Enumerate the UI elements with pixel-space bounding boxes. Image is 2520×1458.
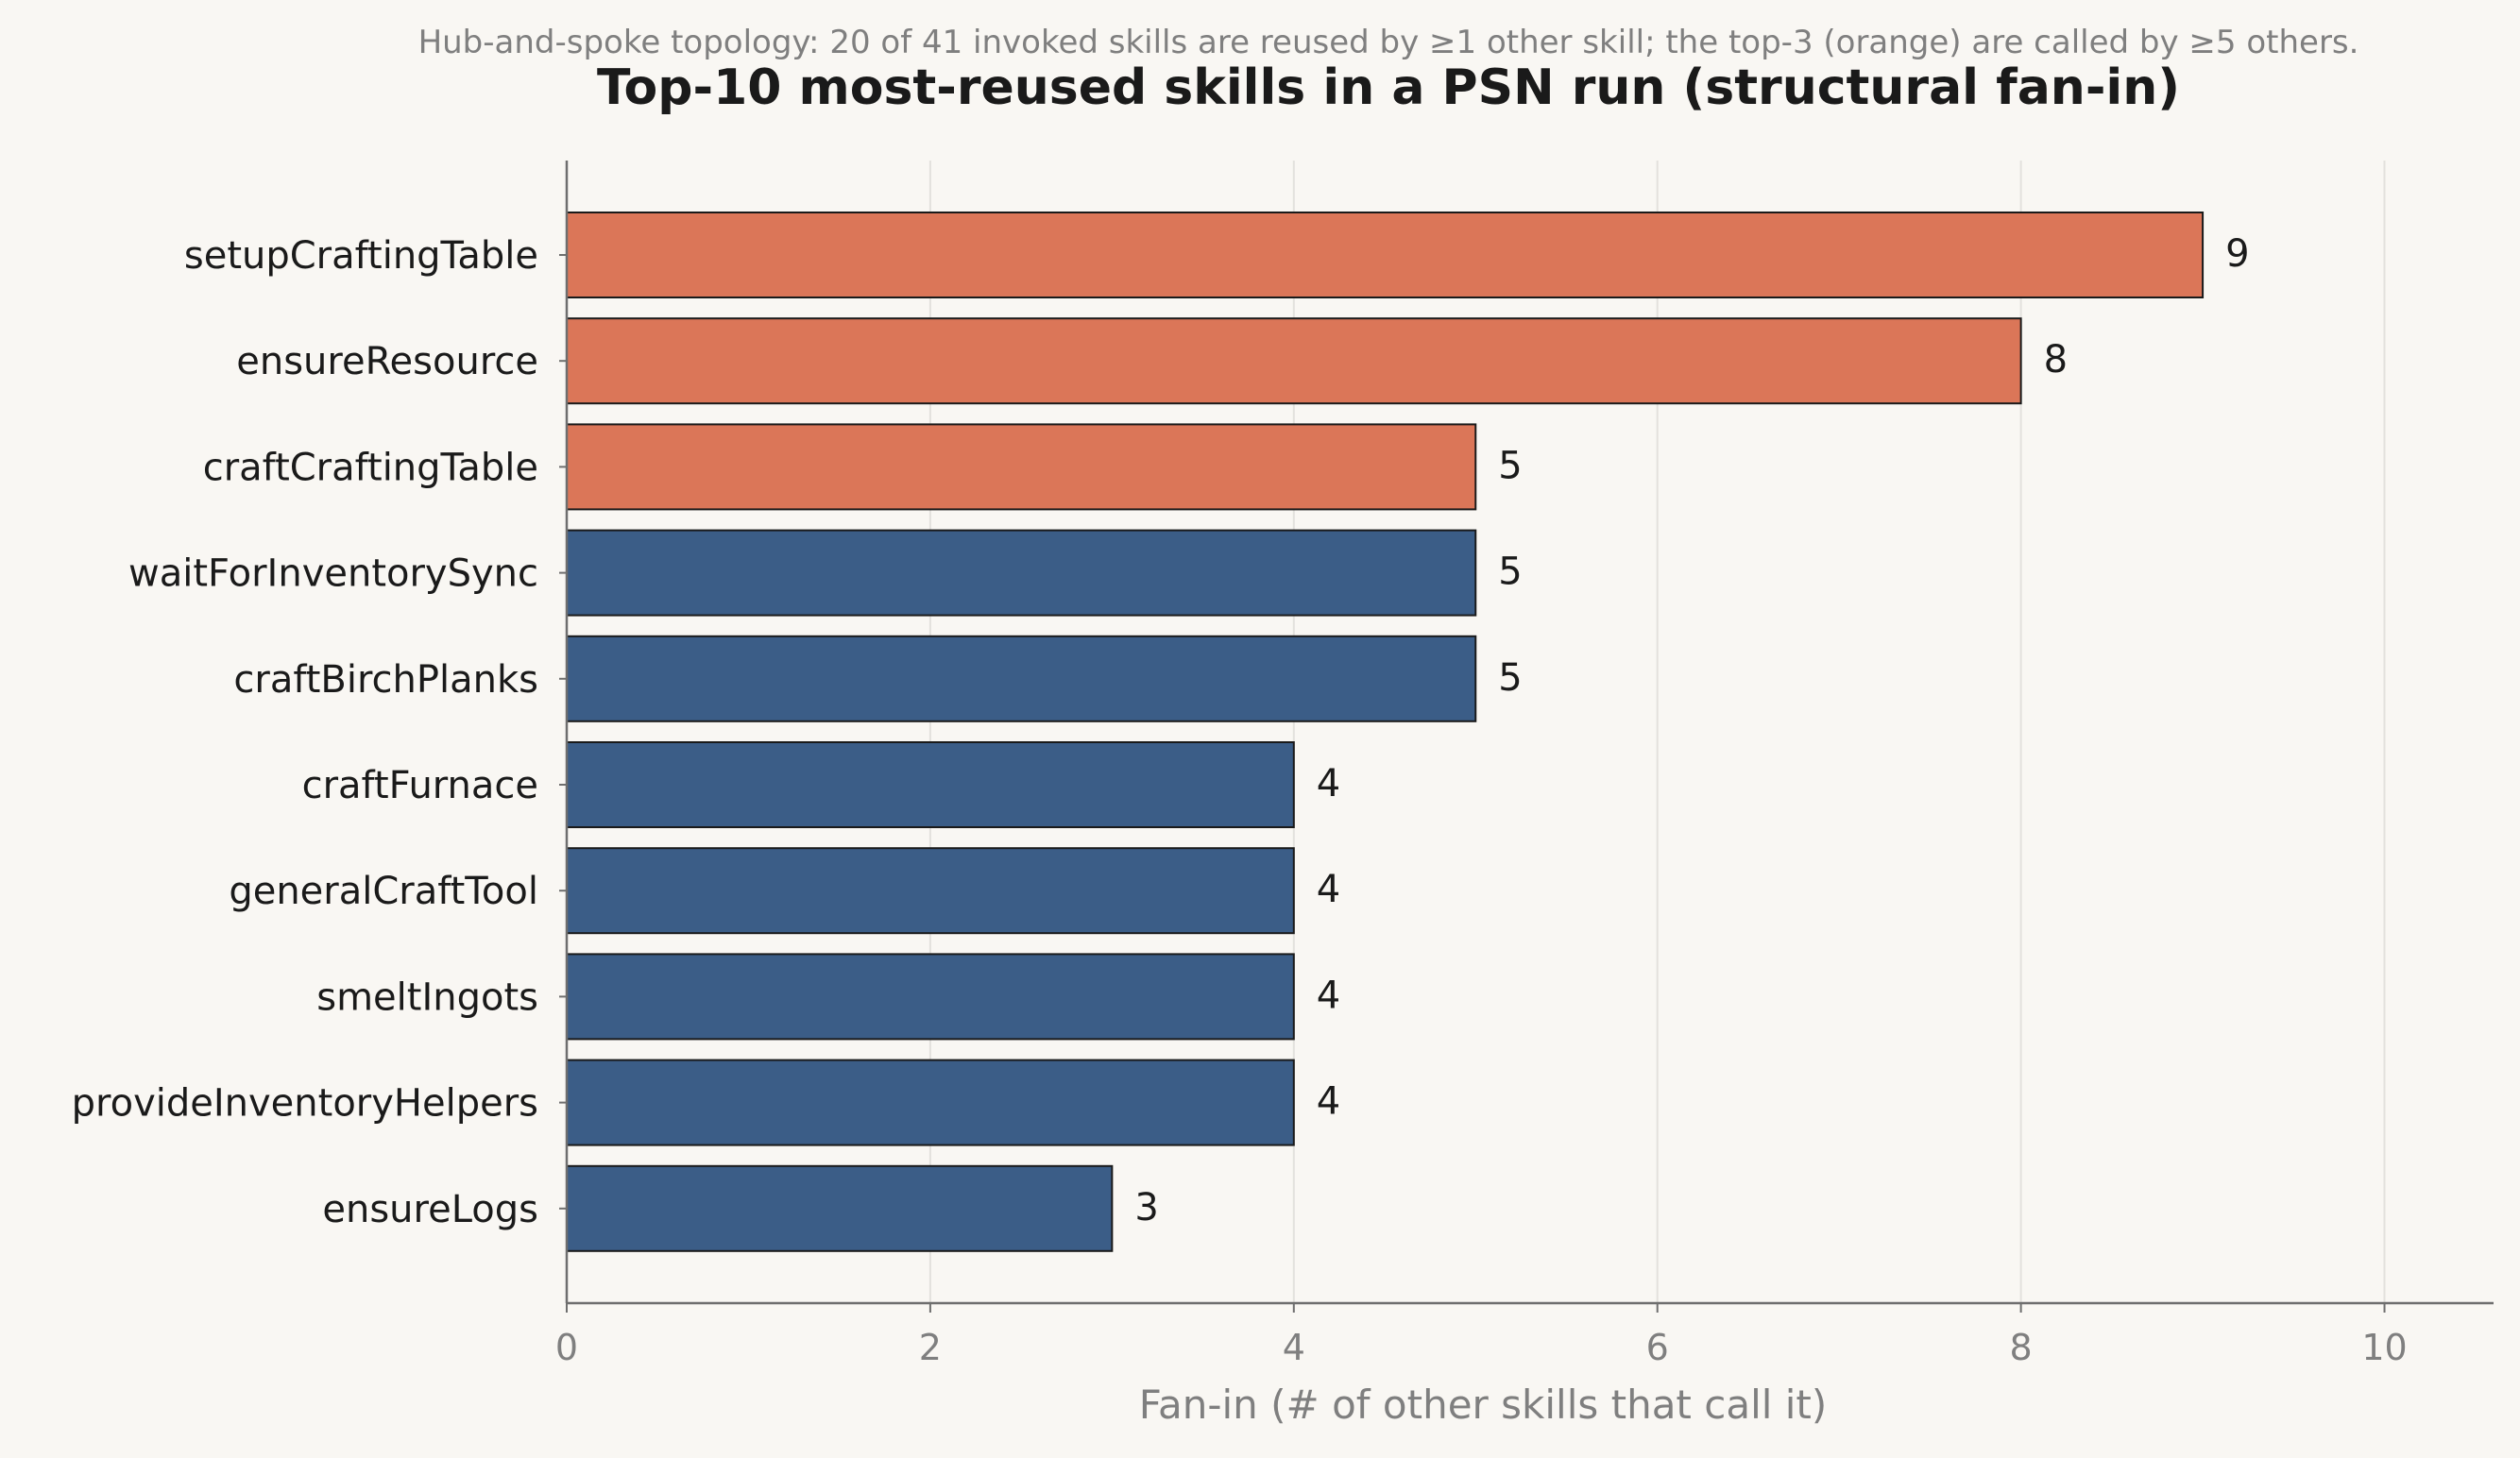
value-label: 4 <box>1317 974 1340 1017</box>
x-axis-title: Fan-in (# of other skills that call it) <box>1139 1382 1828 1428</box>
value-label: 5 <box>1498 551 1522 594</box>
x-tick-label: 10 <box>2361 1327 2407 1368</box>
x-tick-label: 8 <box>2010 1327 2033 1368</box>
bar <box>566 953 1295 1041</box>
value-label: 9 <box>2225 232 2249 276</box>
category-label: craftBirchPlanks <box>233 658 538 702</box>
value-label: 4 <box>1317 868 1340 911</box>
bar <box>566 212 2205 298</box>
category-label: provideInventoryHelpers <box>72 1082 538 1126</box>
bar <box>566 1164 1114 1252</box>
value-label: 8 <box>2044 338 2068 381</box>
value-label: 4 <box>1317 1080 1340 1124</box>
x-tick-label: 0 <box>555 1327 578 1368</box>
category-label: waitForInventorySync <box>128 552 538 596</box>
category-label: smeltIngots <box>316 975 538 1019</box>
chart-subtitle: Hub-and-spoke topology: 20 of 41 invoked… <box>418 24 2359 61</box>
value-label: 4 <box>1317 762 1340 805</box>
bar <box>566 423 1477 511</box>
category-label: ensureLogs <box>322 1188 538 1231</box>
value-label: 5 <box>1498 656 1522 700</box>
bars <box>566 212 2205 1252</box>
category-label: ensureResource <box>236 340 538 383</box>
category-label: generalCraftTool <box>229 870 538 913</box>
labels: setupCraftingTable 9 ensureResource 8 craftC… <box>72 232 2408 1368</box>
bar <box>566 635 1477 722</box>
bar <box>566 847 1295 935</box>
axes <box>559 161 2494 1313</box>
x-tick-label: 2 <box>919 1327 942 1368</box>
bar <box>566 741 1295 828</box>
bar <box>566 529 1477 617</box>
x-tick-label: 6 <box>1646 1327 1669 1368</box>
value-label: 3 <box>1134 1186 1158 1229</box>
chart-title: Top-10 most-reused skills in a PSN run (… <box>597 59 2180 116</box>
category-label: craftFurnace <box>302 764 538 807</box>
bar <box>566 1059 1295 1146</box>
bar <box>566 317 2022 405</box>
category-label: craftCraftingTable <box>203 446 538 489</box>
value-label: 5 <box>1498 444 1522 487</box>
category-label: setupCraftingTable <box>184 234 538 278</box>
x-tick-label: 4 <box>1283 1327 1305 1368</box>
